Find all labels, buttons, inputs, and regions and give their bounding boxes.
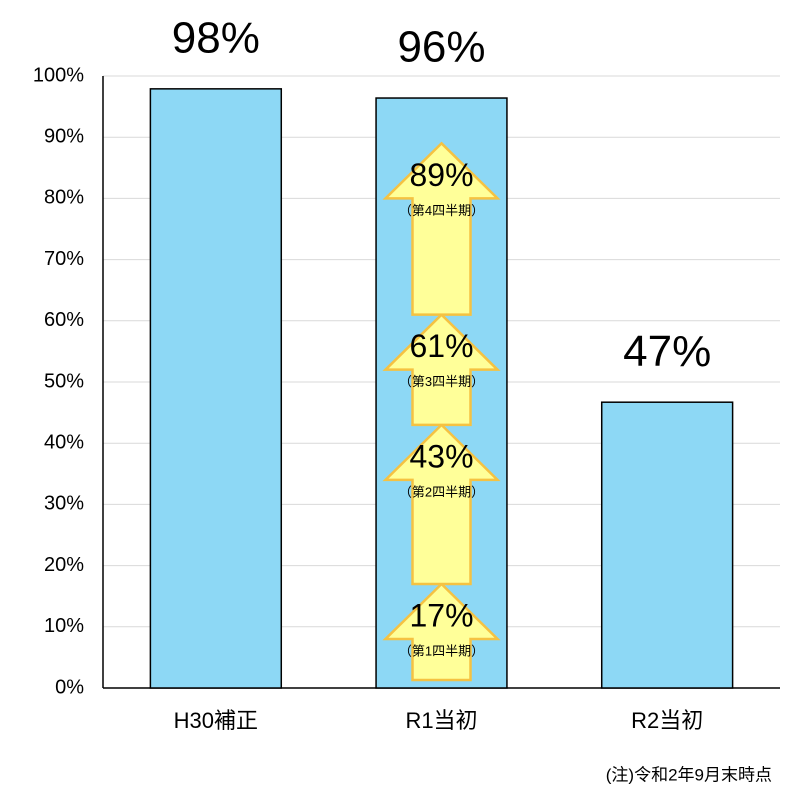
value-label: 96% xyxy=(397,23,485,72)
bar xyxy=(149,88,283,689)
y-tick-label: 0% xyxy=(55,676,84,698)
value-label: 47% xyxy=(623,327,711,376)
x-tick-label: R1当初 xyxy=(405,708,477,733)
note: (注)令和2年9月末時点 xyxy=(606,765,772,784)
arrow xyxy=(382,141,501,316)
arrow-label: 89% xyxy=(409,157,473,193)
arrow-label: 61% xyxy=(409,328,473,364)
arrow-sublabel: （第4四半期） xyxy=(399,203,484,218)
y-tick-label: 30% xyxy=(44,493,84,515)
arrow-sublabel: （第2四半期） xyxy=(399,484,484,499)
y-tick-label: 40% xyxy=(44,431,84,453)
y-tick-label: 80% xyxy=(44,187,84,209)
y-tick-label: 50% xyxy=(44,370,84,392)
y-tick-label: 20% xyxy=(44,554,84,576)
arrow-sublabel: （第3四半期） xyxy=(399,374,484,389)
y-tick-label: 60% xyxy=(44,309,84,331)
arrow xyxy=(382,582,501,682)
arrow xyxy=(382,312,501,427)
arrow-label: 17% xyxy=(409,597,473,633)
arrow xyxy=(382,423,501,586)
bar xyxy=(600,401,734,689)
y-tick-label: 70% xyxy=(44,248,84,270)
y-tick-label: 90% xyxy=(44,125,84,147)
arrow-label: 43% xyxy=(409,438,473,474)
arrow-sublabel: （第1四半期） xyxy=(399,643,484,658)
y-tick-label: 100% xyxy=(33,64,84,86)
x-tick-label: R2当初 xyxy=(631,708,703,733)
y-tick-label: 10% xyxy=(44,615,84,637)
x-tick-label: H30補正 xyxy=(174,708,258,733)
value-label: 98% xyxy=(172,13,260,62)
